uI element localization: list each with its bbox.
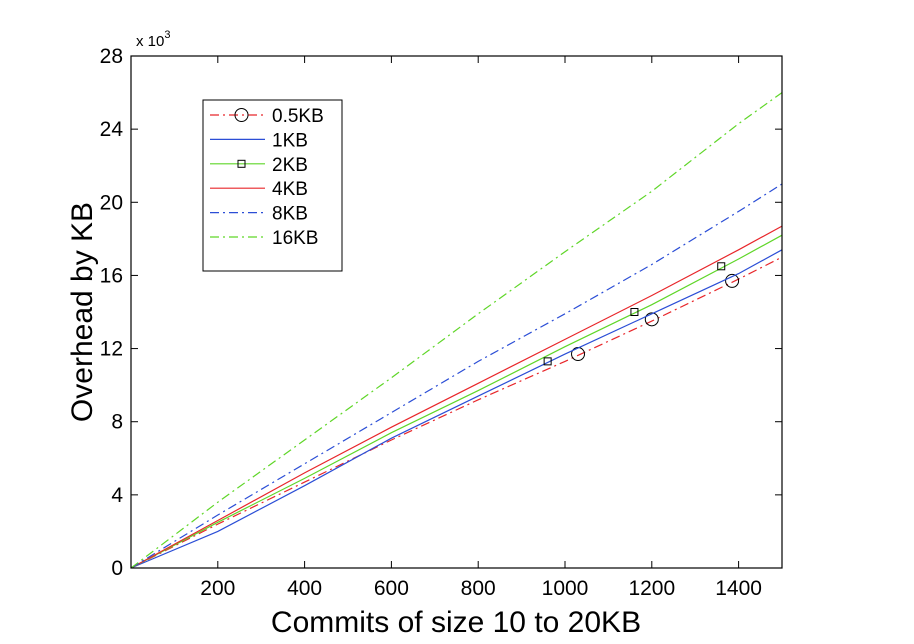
x-tick-label: 400 <box>287 577 322 600</box>
y-tick-label: 28 <box>100 45 123 68</box>
y-tick-label: 12 <box>100 338 123 361</box>
legend-label: 4KB <box>272 179 308 200</box>
y-multiplier: x 103 <box>136 29 170 50</box>
x-tick-label: 1000 <box>542 577 589 600</box>
y-tick-label: 8 <box>111 411 123 434</box>
x-tick-label: 800 <box>461 577 496 600</box>
legend-label: 2KB <box>272 155 308 176</box>
legend-label: 1KB <box>272 130 308 151</box>
y-tick-label: 20 <box>100 191 123 214</box>
x-tick-label: 1200 <box>628 577 675 600</box>
y-tick-label: 0 <box>111 557 123 580</box>
y-axis-label: Overhead by KB <box>66 202 99 422</box>
y-tick-label: 4 <box>111 484 123 507</box>
legend-label: 8KB <box>272 204 308 225</box>
legend-label: 0.5KB <box>272 106 324 127</box>
y-tick-label: 16 <box>100 264 123 287</box>
y-tick-label: 24 <box>100 118 124 141</box>
x-axis-label: Commits of size 10 to 20KB <box>271 606 641 639</box>
legend: 0.5KB 1KB 2KB 4KB 8KB 16KB <box>203 100 342 271</box>
line-chart: 200 400 600 800 1000 1200 1400 0 4 8 12 16 20 24 28 x … <box>0 0 914 644</box>
x-tick-label: 600 <box>374 577 409 600</box>
x-tick-label: 1400 <box>715 577 762 600</box>
legend-label: 16KB <box>272 228 318 249</box>
x-tick-label: 200 <box>200 577 235 600</box>
